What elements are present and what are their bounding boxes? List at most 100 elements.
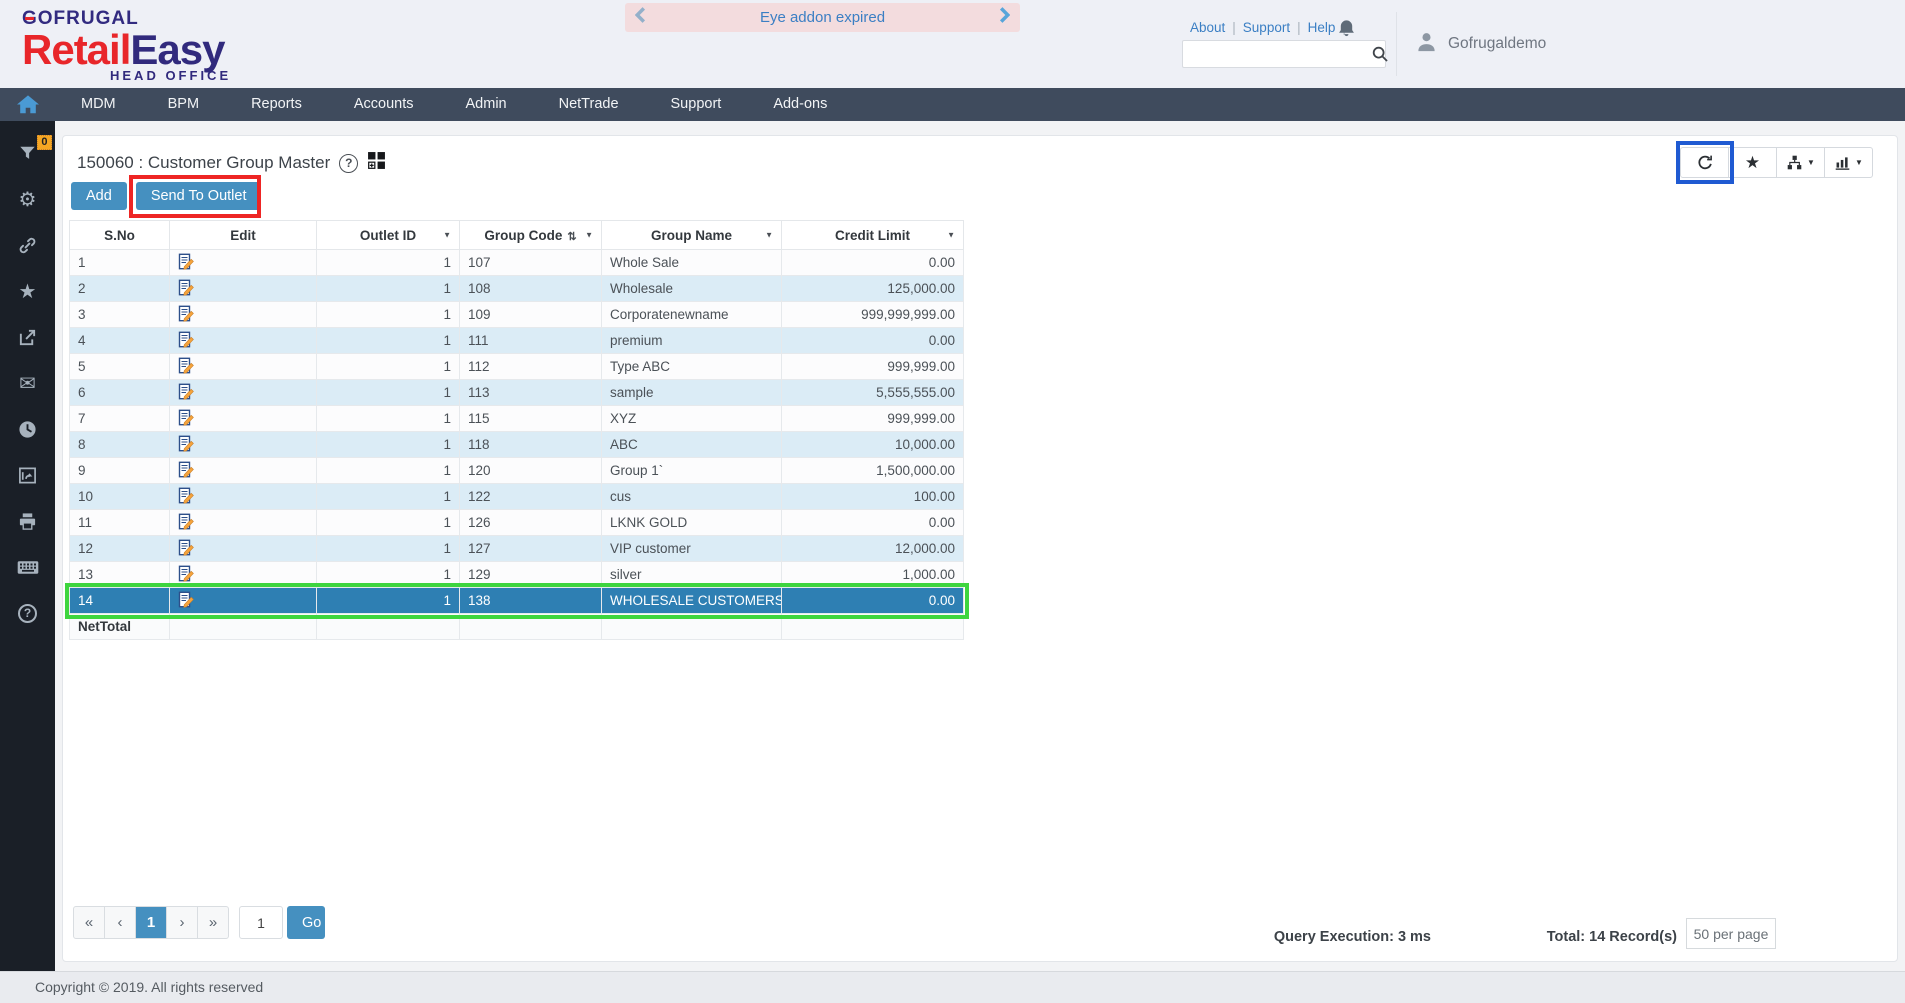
edit-icon[interactable]	[178, 305, 194, 322]
edit-icon[interactable]	[178, 565, 194, 582]
support-link[interactable]: Support	[1242, 20, 1291, 35]
prev-page-button[interactable]: ‹	[104, 906, 136, 939]
table-row[interactable]: 1 1 107 Whole Sale 0.00	[69, 249, 964, 276]
favorites-star-icon[interactable]: ★	[18, 280, 37, 303]
edit-icon[interactable]	[178, 591, 194, 608]
banner-prev-icon[interactable]	[634, 7, 646, 28]
edit-icon[interactable]	[178, 487, 194, 504]
main-area: 150060 : Customer Group Master ? ★ ▼ ▼	[55, 121, 1905, 971]
cell-edit	[169, 561, 317, 588]
edit-icon[interactable]	[178, 435, 194, 452]
banner-next-icon[interactable]	[999, 7, 1011, 28]
table-row[interactable]: 14 1 138 WHOLESALE CUSTOMERS 0.00	[64, 582, 969, 619]
help-icon[interactable]: ?	[16, 603, 40, 623]
cell-group-name: premium	[601, 327, 782, 354]
filter-caret-icon[interactable]: ▼	[765, 230, 773, 240]
cell-group-name: WHOLESALE CUSTOMERS	[601, 587, 782, 614]
table-row[interactable]: 11 1 126 LKNK GOLD 0.00	[69, 509, 964, 536]
cell-edit	[169, 457, 317, 484]
settings-gear-icon[interactable]: ⚙	[18, 188, 37, 211]
last-page-button[interactable]: »	[197, 906, 229, 939]
favorite-button[interactable]: ★	[1728, 147, 1777, 178]
cell-outlet-id: 1	[316, 457, 460, 484]
hierarchy-view-button[interactable]: ▼	[1776, 147, 1825, 178]
cell-credit-limit: 0.00	[781, 587, 964, 614]
title-grid-icon[interactable]	[367, 151, 386, 175]
cell-group-code: 126	[459, 509, 602, 536]
cell-outlet-id: 1	[316, 535, 460, 562]
filter-caret-icon[interactable]: ▼	[947, 230, 955, 240]
total-records-label: Total: 14 Record(s)	[1546, 929, 1677, 945]
filter-caret-icon[interactable]: ▼	[585, 230, 593, 240]
user-avatar-icon	[1415, 30, 1438, 58]
next-page-button[interactable]: ›	[166, 906, 198, 939]
filter-caret-icon[interactable]: ▼	[443, 230, 451, 240]
keyboard-icon[interactable]	[16, 557, 40, 577]
table-row[interactable]: 5 1 112 Type ABC 999,999.00	[69, 353, 964, 380]
copyright-label: Copyright © 2019. All rights reserved	[35, 979, 264, 995]
nav-item-accounts[interactable]: Accounts	[353, 96, 414, 112]
go-button[interactable]: Go	[287, 906, 325, 939]
cell-group-code: 109	[459, 301, 602, 328]
search-icon[interactable]	[1371, 45, 1389, 63]
table-row[interactable]: 3 1 109 Corporatenewname 999,999,999.00	[69, 301, 964, 328]
nav-item-add-ons[interactable]: Add-ons	[773, 96, 828, 112]
table-row[interactable]: 7 1 115 XYZ 999,999.00	[69, 405, 964, 432]
nav-item-mdm[interactable]: MDM	[81, 96, 116, 112]
cell-credit-limit: 1,500,000.00	[781, 457, 964, 484]
table-row[interactable]: 4 1 111 premium 0.00	[69, 327, 964, 354]
cell-sno: 6	[69, 379, 170, 406]
per-page-select[interactable]: 50 per page	[1686, 918, 1776, 949]
edit-icon[interactable]	[178, 409, 194, 426]
nav-item-support[interactable]: Support	[670, 96, 722, 112]
share-icon[interactable]	[16, 327, 40, 347]
help-link[interactable]: Help	[1307, 20, 1336, 35]
history-clock-icon[interactable]	[16, 419, 40, 439]
table-row[interactable]: 10 1 122 cus 100.00	[69, 483, 964, 510]
page-number-input[interactable]	[239, 906, 283, 939]
current-page-button[interactable]: 1	[135, 906, 167, 939]
cell-outlet-id: 1	[316, 405, 460, 432]
cell-group-name: silver	[601, 561, 782, 588]
table-row[interactable]: 9 1 120 Group 1` 1,500,000.00	[69, 457, 964, 484]
nav-item-admin[interactable]: Admin	[465, 96, 507, 112]
link-icon[interactable]	[16, 235, 40, 255]
sync-window-icon[interactable]	[16, 465, 40, 485]
title-help-icon[interactable]: ?	[339, 153, 359, 173]
top-links: About| Support| Help|	[1190, 20, 1346, 35]
notifications-bell-icon[interactable]	[1337, 18, 1356, 43]
filter-icon[interactable]: 0	[16, 135, 52, 163]
edit-icon[interactable]	[178, 513, 194, 530]
search-input[interactable]	[1183, 42, 1371, 66]
edit-icon[interactable]	[178, 539, 194, 556]
mail-icon[interactable]: ✉	[19, 372, 36, 395]
print-icon[interactable]	[16, 511, 40, 531]
about-link[interactable]: About	[1190, 20, 1226, 35]
edit-icon[interactable]	[178, 461, 194, 478]
first-page-button[interactable]: «	[73, 906, 105, 939]
edit-icon[interactable]	[178, 331, 194, 348]
table-row[interactable]: 2 1 108 Wholesale 125,000.00	[69, 275, 964, 302]
add-button[interactable]: Add	[71, 182, 127, 210]
table-row[interactable]: 8 1 118 ABC 10,000.00	[69, 431, 964, 458]
chart-view-button[interactable]: ▼	[1824, 147, 1873, 178]
edit-icon[interactable]	[178, 383, 194, 400]
table-row[interactable]: 12 1 127 VIP customer 12,000.00	[69, 535, 964, 562]
home-icon[interactable]	[0, 95, 55, 114]
edit-icon[interactable]	[178, 279, 194, 296]
user-menu[interactable]: Gofrugaldemo	[1396, 12, 1896, 76]
edit-icon[interactable]	[178, 253, 194, 270]
nav-item-bpm[interactable]: BPM	[167, 96, 200, 112]
cell-outlet-id: 1	[316, 301, 460, 328]
refresh-button[interactable]	[1680, 147, 1729, 178]
table-row[interactable]: 6 1 113 sample 5,555,555.00	[69, 379, 964, 406]
cell-outlet-id: 1	[316, 561, 460, 588]
edit-icon[interactable]	[178, 357, 194, 374]
col-edit: Edit	[169, 220, 317, 250]
table-row[interactable]: 13 1 129 silver 1,000.00	[69, 561, 964, 588]
cell-sno: 5	[69, 353, 170, 380]
send-to-outlet-button[interactable]: Send To Outlet	[135, 182, 262, 210]
nav-item-reports[interactable]: Reports	[251, 96, 302, 112]
nav-item-nettrade[interactable]: NetTrade	[558, 96, 619, 112]
sort-icon[interactable]: ⇅	[567, 230, 577, 243]
